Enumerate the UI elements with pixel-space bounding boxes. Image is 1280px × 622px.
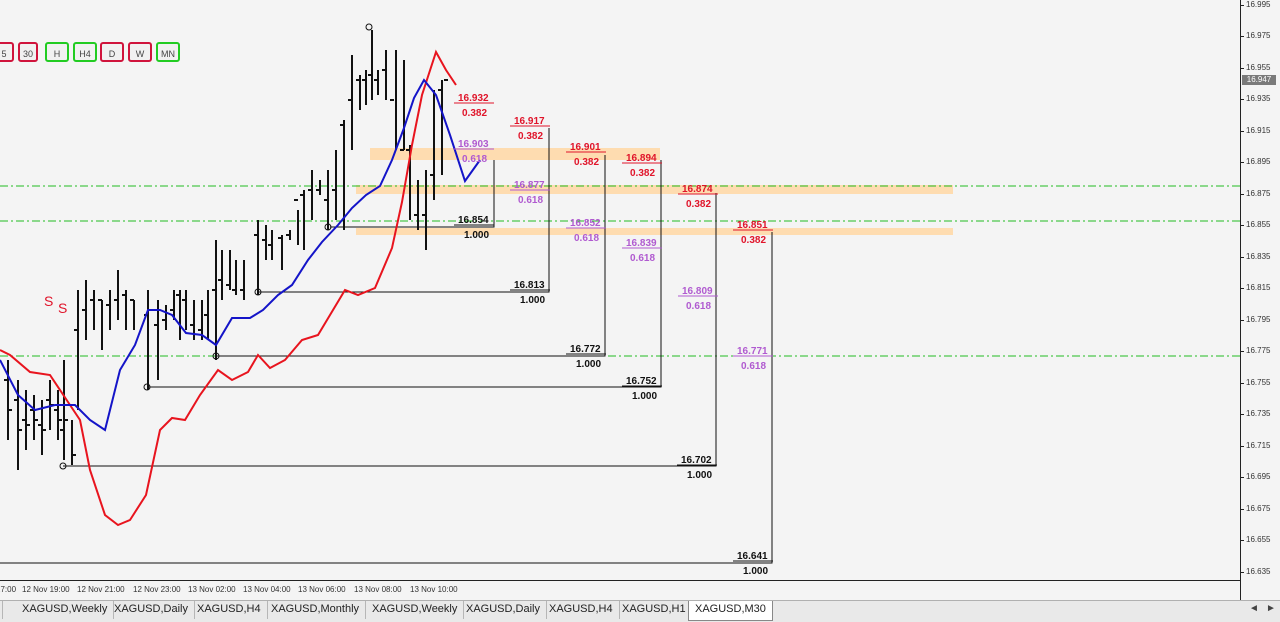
fib-lines	[0, 128, 773, 564]
timeframe-button-m30[interactable]: 30	[18, 42, 38, 62]
time-tick: 12 Nov 19:00	[22, 585, 70, 594]
price-tick: 16.915	[1241, 126, 1270, 135]
level-top: 16.894	[626, 153, 657, 164]
time-axis[interactable]: 17:00 12 Nov 19:00 12 Nov 21:00 12 Nov 2…	[0, 580, 1240, 601]
level-bottom: 0.382	[630, 168, 655, 179]
price-tick: 16.935	[1241, 94, 1270, 103]
current-price-label: 16.947	[1242, 75, 1276, 85]
level-bottom: 0.618	[686, 301, 711, 312]
timeframe-button-d1[interactable]: D	[100, 42, 124, 62]
level-bottom: 0.382	[462, 108, 487, 119]
price-axis[interactable]: 16.995 16.975 16.955 16.935 16.915 16.89…	[1240, 0, 1280, 600]
level-bottom: 1.000	[632, 391, 657, 402]
level-bottom: 0.618	[518, 195, 543, 206]
level-top: 16.854	[458, 215, 489, 226]
level-top: 16.641	[737, 551, 768, 562]
price-tick: 16.675	[1241, 504, 1270, 513]
level-bottom: 1.000	[743, 566, 768, 577]
price-tick: 16.775	[1241, 346, 1270, 355]
timeframe-button-mn[interactable]: MN	[156, 42, 180, 62]
timeframe-button-h1[interactable]: H	[45, 42, 69, 62]
time-tick: 12 Nov 23:00	[133, 585, 181, 594]
tab-xagusd-weekly[interactable]: XAGUSD,Weekly	[16, 601, 115, 619]
time-tick: 13 Nov 04:00	[243, 585, 291, 594]
zone-band	[356, 185, 953, 194]
price-tick: 16.875	[1241, 189, 1270, 198]
tab-xagusd-m30[interactable]: XAGUSD,M30	[688, 601, 773, 621]
level-bottom: 0.618	[630, 253, 655, 264]
price-tick: 16.755	[1241, 378, 1270, 387]
level-bottom: 0.618	[741, 361, 766, 372]
price-tick: 16.635	[1241, 567, 1270, 576]
scroll-right-icon[interactable]: ►	[1266, 603, 1276, 614]
level-bottom: 1.000	[687, 470, 712, 481]
price-tick: 16.655	[1241, 535, 1270, 544]
level-top: 16.702	[681, 455, 712, 466]
price-tick: 16.835	[1241, 252, 1270, 261]
level-bottom: 0.382	[574, 157, 599, 168]
signal-marker: S	[44, 293, 53, 309]
level-top: 16.771	[737, 346, 768, 357]
time-tick: 13 Nov 10:00	[410, 585, 458, 594]
price-tick: 16.715	[1241, 441, 1270, 450]
price-tick: 16.815	[1241, 283, 1270, 292]
zone-band	[370, 148, 660, 160]
time-tick: 13 Nov 02:00	[188, 585, 236, 594]
level-bottom: 0.382	[686, 199, 711, 210]
chart-canvas[interactable]: 16.932 0.382 16.917 0.382 16.903 0.618 16.9…	[0, 0, 1240, 580]
time-tick: 17:00	[0, 585, 17, 594]
timeframe-button-h4[interactable]: H4	[73, 42, 97, 62]
price-tick: 16.695	[1241, 472, 1270, 481]
level-bottom: 1.000	[464, 230, 489, 241]
price-bars	[4, 30, 448, 470]
level-bottom: 0.618	[462, 154, 487, 165]
chart-tab-bar: XAGUSD,Weekly XAGUSD,Daily XAGUSD,H4 XAG…	[0, 600, 1280, 622]
signal-marker: S	[58, 300, 67, 316]
timeframe-button-w1[interactable]: W	[128, 42, 152, 62]
level-top: 16.772	[570, 344, 601, 355]
price-tick: 16.955	[1241, 63, 1270, 72]
price-tick: 16.735	[1241, 409, 1270, 418]
level-bottom: 0.382	[518, 131, 543, 142]
price-tick: 16.995	[1241, 0, 1270, 9]
tab-xagusd-h1[interactable]: XAGUSD,H1	[616, 601, 693, 619]
level-top: 16.809	[682, 286, 713, 297]
price-tick: 16.855	[1241, 220, 1270, 229]
timeframe-button-m5[interactable]: 5	[0, 42, 14, 62]
time-tick: 13 Nov 08:00	[354, 585, 402, 594]
level-top: 16.852	[570, 218, 601, 229]
red-line	[0, 49, 457, 527]
level-top: 16.839	[626, 238, 657, 249]
tab-xagusd-daily[interactable]: XAGUSD,Daily	[108, 601, 195, 619]
level-top: 16.903	[458, 139, 489, 150]
tab-xagusd-weekly-2[interactable]: XAGUSD,Weekly	[366, 601, 465, 619]
price-tick: 16.795	[1241, 315, 1270, 324]
level-top: 16.932	[458, 93, 489, 104]
level-bottom: 1.000	[576, 359, 601, 370]
time-tick: 13 Nov 06:00	[298, 585, 346, 594]
tab-scroll-stub	[0, 601, 3, 619]
blue-line	[0, 78, 481, 432]
price-tick: 16.895	[1241, 157, 1270, 166]
level-top: 16.813	[514, 280, 545, 291]
fib-level-labels: 16.932 0.382 16.917 0.382 16.903 0.618 16.9…	[454, 93, 773, 577]
level-top: 16.917	[514, 116, 545, 127]
tab-xagusd-daily-2[interactable]: XAGUSD,Daily	[460, 601, 547, 619]
scroll-left-icon[interactable]: ◄	[1249, 603, 1259, 614]
level-bottom: 0.382	[741, 235, 766, 246]
tab-xagusd-h4[interactable]: XAGUSD,H4	[191, 601, 268, 619]
level-bottom: 1.000	[520, 295, 545, 306]
tab-xagusd-h4-2[interactable]: XAGUSD,H4	[543, 601, 620, 619]
price-chart[interactable]: 16.932 0.382 16.917 0.382 16.903 0.618 16.9…	[0, 0, 1240, 580]
tab-xagusd-monthly[interactable]: XAGUSD,Monthly	[265, 601, 367, 619]
level-top: 16.851	[737, 220, 768, 231]
level-top: 16.752	[626, 376, 657, 387]
price-tick: 16.975	[1241, 31, 1270, 40]
level-top: 16.877	[514, 180, 545, 191]
zone-band	[356, 228, 953, 235]
time-tick: 12 Nov 21:00	[77, 585, 125, 594]
level-bottom: 0.618	[574, 233, 599, 244]
level-top: 16.901	[570, 142, 601, 153]
level-top: 16.874	[682, 184, 713, 195]
